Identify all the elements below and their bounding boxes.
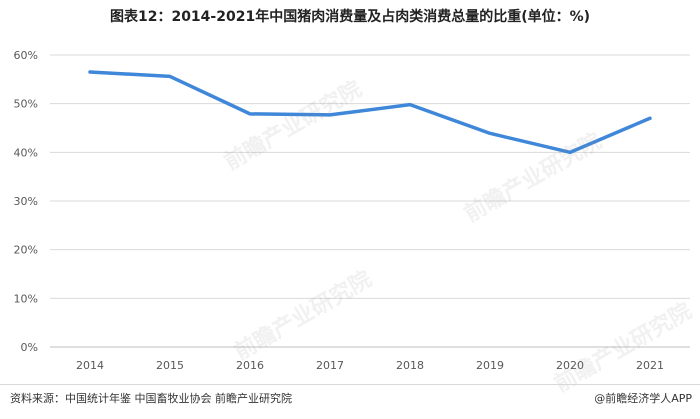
line-chart: 0% 10% 20% 30% 40% 50% 60% 2014 2015 2016 2017 2018… xyxy=(14,49,690,372)
footer: 资料来源：中国统计年鉴 中国畜牧业协会 前瞻产业研究院 @前瞻经济学人APP xyxy=(0,390,700,410)
y-tick-label: 60% xyxy=(14,49,38,62)
series-line xyxy=(88,70,652,155)
y-tick-label: 0% xyxy=(21,341,38,354)
x-tick-label: 2018 xyxy=(396,359,424,372)
x-tick-label: 2015 xyxy=(156,359,184,372)
footer-divider xyxy=(0,384,700,385)
chart-area: 0% 10% 20% 30% 40% 50% 60% 2014 2015 2016 2017 2018… xyxy=(0,30,700,385)
y-tick-label: 30% xyxy=(14,195,38,208)
chart-title: 图表12：2014-2021年中国猪肉消费量及占肉类消费总量的比重(单位：%) xyxy=(109,9,591,25)
y-tick-label: 20% xyxy=(14,244,38,257)
x-tick-label: 2020 xyxy=(556,359,584,372)
y-tick-label: 10% xyxy=(14,292,38,305)
x-tick-label: 2014 xyxy=(76,359,104,372)
x-tick-label: 2021 xyxy=(636,359,664,372)
x-tick-label: 2017 xyxy=(316,359,344,372)
y-tick-label: 40% xyxy=(14,146,38,159)
x-tick-label: 2016 xyxy=(236,359,264,372)
x-tick-label: 2019 xyxy=(476,359,504,372)
source-note: 资料来源：中国统计年鉴 中国畜牧业协会 前瞻产业研究院 xyxy=(10,392,292,405)
brand-credit: @前瞻经济学人APP xyxy=(594,392,692,405)
y-tick-label: 50% xyxy=(14,98,38,111)
